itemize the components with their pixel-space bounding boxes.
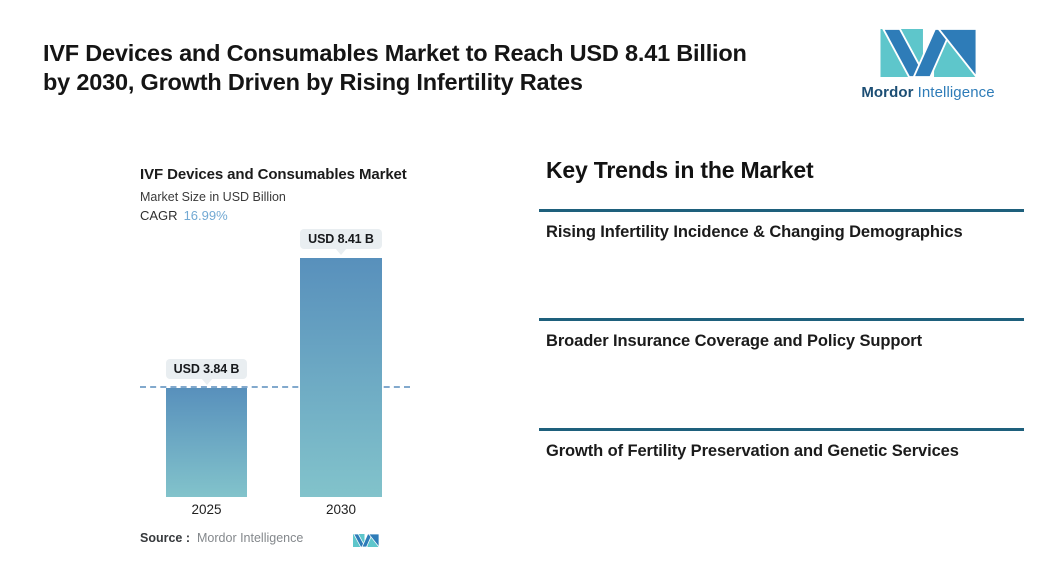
- headline-line-1: IVF Devices and Consumables Market to Re…: [43, 40, 747, 66]
- x-axis-label-2030: 2030: [325, 502, 357, 517]
- cagr-value: 16.99%: [183, 208, 228, 223]
- bar-group-2025: USD 3.84 B: [165, 359, 248, 497]
- chart-subtitle: Market Size in USD Billion: [140, 190, 286, 204]
- trend-item: Broader Insurance Coverage and Policy Su…: [546, 332, 923, 350]
- chart-cagr: CAGR 16.99%: [140, 208, 228, 223]
- trend-item: Growth of Fertility Preservation and Gen…: [546, 442, 959, 460]
- page-title: IVF Devices and Consumables Market to Re…: [43, 39, 747, 97]
- source-row: Source : Mordor Intelligence: [140, 531, 303, 545]
- trends-heading: Key Trends in the Market: [546, 157, 814, 183]
- source-label: Source :: [140, 531, 191, 545]
- trend-divider: [539, 318, 1024, 321]
- value-label-pill: USD 3.84 B: [165, 359, 248, 379]
- brand-name-bold: Mordor: [861, 84, 914, 101]
- brand-name-light: Intelligence: [917, 84, 995, 101]
- bar-2030: [300, 258, 382, 497]
- trend-item: Rising Infertility Incidence & Changing …: [546, 223, 963, 241]
- pill-pointer-icon: [200, 378, 213, 385]
- brand-block: Mordor Intelligence: [861, 29, 995, 101]
- mordor-logo-icon: [880, 29, 977, 77]
- reference-dashed-line: [140, 386, 410, 388]
- trend-divider: [539, 209, 1024, 212]
- chart-title: IVF Devices and Consumables Market: [140, 166, 407, 183]
- bar-2025: [166, 388, 247, 497]
- mordor-logo-mini-icon: [353, 533, 380, 552]
- headline-line-2: by 2030, Growth Driven by Rising Inferti…: [43, 69, 583, 95]
- bar-chart: USD 3.84 B USD 8.41 B: [140, 229, 412, 497]
- source-value: Mordor Intelligence: [197, 531, 304, 545]
- value-label-pill: USD 8.41 B: [300, 229, 382, 249]
- brand-name: Mordor Intelligence: [861, 84, 994, 101]
- x-axis-label-2025: 2025: [191, 502, 222, 517]
- cagr-label: CAGR: [140, 208, 178, 223]
- bar-group-2030: USD 8.41 B: [300, 229, 382, 497]
- pill-pointer-icon: [335, 248, 347, 255]
- trend-divider: [539, 428, 1024, 431]
